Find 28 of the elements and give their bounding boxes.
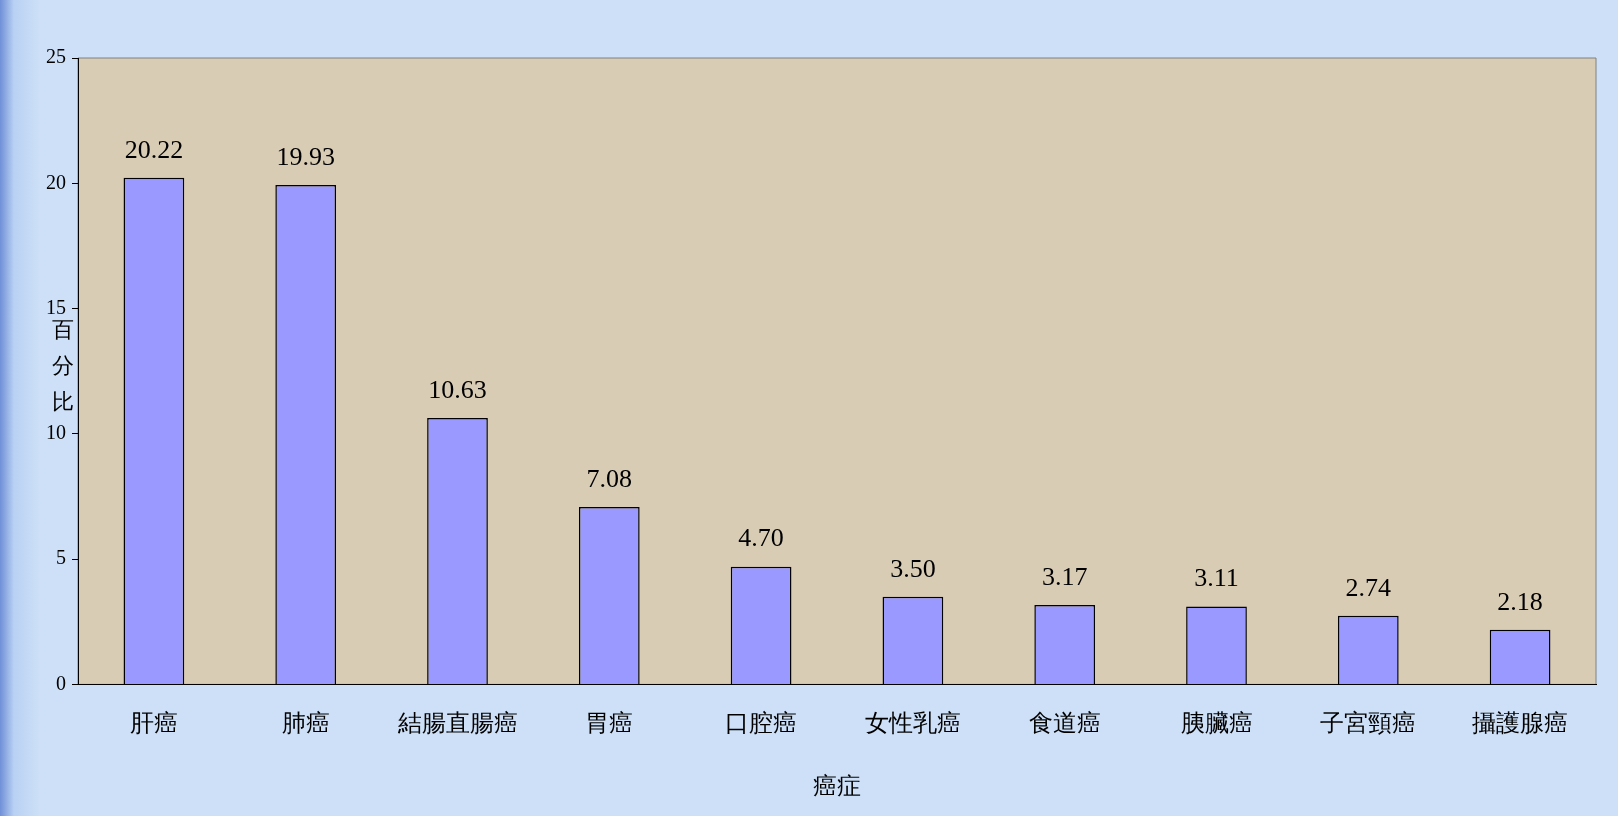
x-tick-label: 胃癌	[585, 710, 634, 737]
x-tick-label: 攝護腺癌	[1472, 710, 1569, 737]
y-tick-label: 15	[46, 295, 66, 318]
data-label: 19.93	[276, 141, 335, 171]
y-axis-title: 百分比	[52, 316, 74, 414]
data-label: 3.50	[890, 553, 936, 583]
x-tick-label: 女性乳癌	[864, 710, 961, 737]
x-tick-label: 肝癌	[129, 710, 178, 737]
x-tick-label: 食道癌	[1028, 710, 1101, 737]
x-axis-title: 癌症	[813, 772, 861, 799]
data-label: 2.18	[1497, 586, 1543, 616]
data-label: 10.63	[428, 374, 487, 404]
data-label: 20.22	[124, 134, 184, 164]
x-tick-label: 肺癌	[281, 710, 330, 737]
y-tick-label: 25	[46, 45, 66, 68]
data-label: 2.74	[1345, 572, 1392, 602]
y-tick-label: 10	[46, 421, 66, 444]
data-label: 7.08	[586, 463, 633, 493]
data-label: 3.17	[1041, 561, 1088, 591]
x-tick-label: 結腸直腸癌	[396, 710, 518, 737]
x-tick-label: 胰臟癌	[1180, 710, 1253, 737]
data-label: 4.70	[738, 523, 784, 553]
x-tick-label: 口腔癌	[725, 710, 798, 737]
data-label: 3.11	[1194, 563, 1239, 593]
y-tick-label: 5	[56, 546, 66, 569]
x-tick-label: 子宮頸癌	[1320, 710, 1417, 737]
y-tick-label: 0	[56, 671, 66, 694]
y-tick-label: 20	[46, 170, 66, 193]
